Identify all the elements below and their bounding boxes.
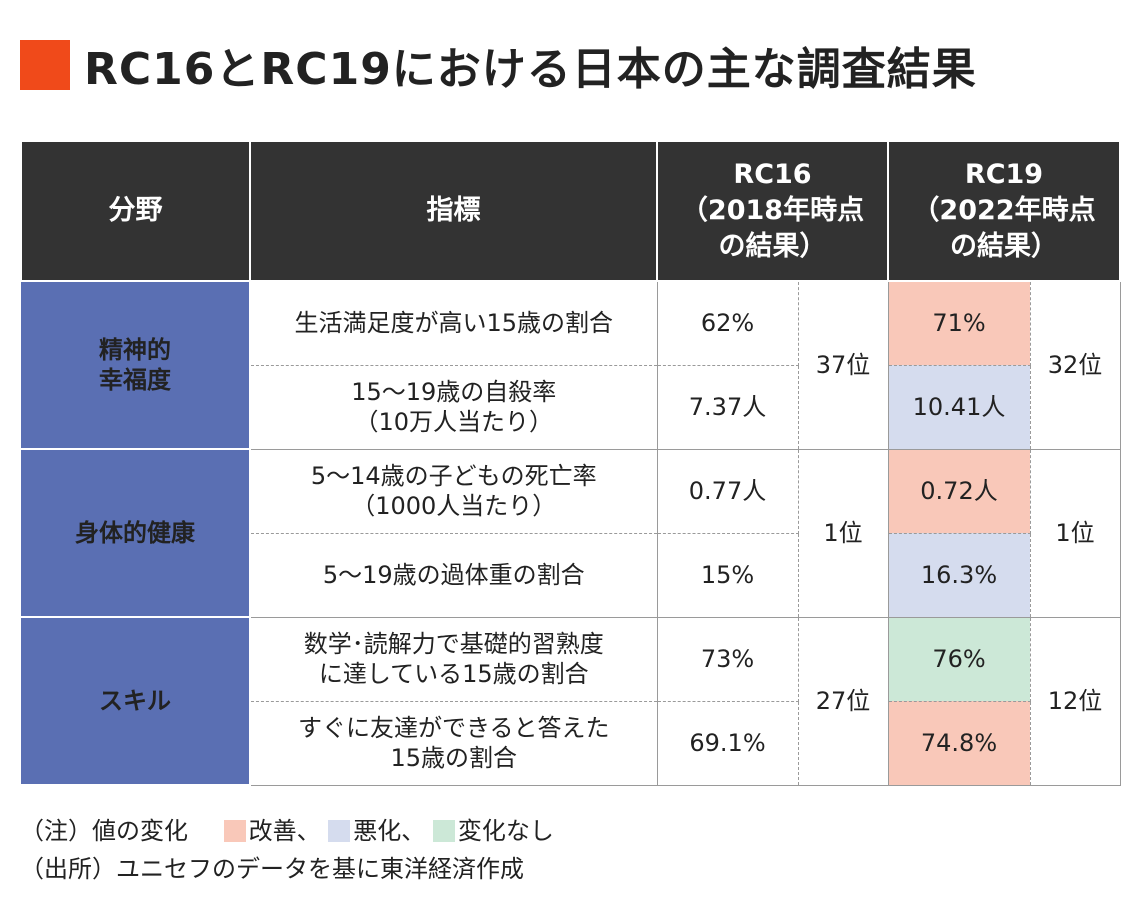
indicator-line1: 15〜19歳の自殺率 [351, 378, 557, 406]
rc16-rank: 27位 [798, 617, 889, 786]
legend-label-improve: 改善、 [248, 817, 321, 845]
rc19-value: 0.72人 [888, 449, 1031, 534]
legend-label-worse: 悪化、 [353, 817, 426, 845]
rc19-value: 10.41人 [888, 365, 1031, 450]
rc16-value: 0.77人 [657, 449, 799, 534]
rc19-value: 76% [888, 617, 1031, 702]
indicator-cell: 5〜19歳の過体重の割合 [250, 533, 658, 618]
indicator-line2: （10万人当たり） [354, 408, 554, 436]
indicator-cell: すぐに友達ができると答えた 15歳の割合 [250, 701, 658, 786]
header-rc19-line2: （2022年時点 [912, 195, 1096, 226]
indicator-cell: 5〜14歳の子どもの死亡率 （1000人当たり） [250, 449, 658, 534]
indicator-line1: 5〜19歳の過体重の割合 [322, 561, 585, 589]
legend-label-nochange: 変化なし [457, 817, 554, 845]
rc19-rank: 12位 [1030, 617, 1121, 786]
legend-swatch-nochange [432, 820, 455, 842]
rc16-value: 73% [657, 617, 799, 702]
indicator-line2: に達している15歳の割合 [318, 660, 589, 688]
page-title: RC16とRC19における日本の主な調査結果 [84, 44, 977, 95]
table-row: 5〜19歳の過体重の割合 15% 16.3% [21, 533, 1120, 618]
rc16-rank: 37位 [798, 281, 889, 450]
category-label-line1: スキル [99, 687, 171, 715]
table-row: スキル 数学･読解力で基礎的習熟度 に達している15歳の割合 73% 27位 7… [21, 617, 1121, 786]
indicator-line2: 15歳の割合 [390, 744, 518, 772]
category-label-line1: 精神的 [99, 336, 171, 364]
indicator-cell: 生活満足度が高い15歳の割合 [250, 281, 658, 366]
indicator-line1: 数学･読解力で基礎的習熟度 [303, 630, 604, 658]
table-row: すぐに友達ができると答えた 15歳の割合 69.1% 74.8% [21, 701, 1120, 786]
table-row: 15〜19歳の自殺率 （10万人当たり） 7.37人 10.41人 [21, 365, 1120, 450]
rc16-value: 62% [657, 281, 799, 366]
rc16-value: 69.1% [657, 701, 799, 786]
table-row: 精神的 幸福度 生活満足度が高い15歳の割合 62% 37位 71% 32位 [21, 281, 1121, 450]
indicator-line1: すぐに友達ができると答えた [297, 714, 610, 742]
header-rc19-line1: RC19 [964, 159, 1044, 190]
category-skills: スキル [21, 617, 251, 786]
header-rc19: RC19 （2022年時点 の結果） [887, 140, 1121, 282]
category-physical-health: 身体的健康 [21, 449, 251, 618]
rc19-value: 16.3% [888, 533, 1031, 618]
note-line1: （注）値の変化 改善、 悪化、 変化なし [20, 812, 554, 850]
header-rc16-line1: RC16 [733, 159, 812, 190]
title-accent-square [20, 40, 70, 90]
indicator-cell: 15〜19歳の自殺率 （10万人当たり） [250, 365, 658, 450]
header-rc16-line3: の結果） [718, 231, 827, 262]
legend-swatch-worse [328, 820, 351, 842]
header-rc16: RC16 （2018年時点 の結果） [656, 140, 889, 282]
header-rc16-line2: （2018年時点 [680, 195, 865, 226]
category-label-line1: 身体的健康 [75, 519, 195, 547]
note-prefix: （注）値の変化 [20, 817, 188, 845]
header-row: 分野 指標 RC16 （2018年時点 の結果） RC19 （2022年時点 の… [20, 140, 1121, 282]
table-row: 身体的健康 5〜14歳の子どもの死亡率 （1000人当たり） 0.77人 1位 … [21, 449, 1121, 618]
rc19-rank: 1位 [1030, 449, 1121, 618]
notes: （注）値の変化 改善、 悪化、 変化なし （出所）ユニセフのデータを基に東洋経済… [20, 812, 554, 888]
indicator-line1: 生活満足度が高い15歳の割合 [294, 309, 614, 338]
results-table: 分野 指標 RC16 （2018年時点 の結果） RC19 （2022年時点 の… [20, 140, 1121, 786]
indicator-line1: 5〜14歳の子どもの死亡率 [310, 462, 597, 490]
rc19-value: 74.8% [888, 701, 1031, 786]
legend-swatch-improve [223, 820, 246, 842]
category-mental-wellbeing: 精神的 幸福度 [21, 281, 251, 450]
rc19-value: 71% [888, 281, 1031, 366]
title-bar: RC16とRC19における日本の主な調査結果 [20, 30, 977, 100]
rc16-rank: 1位 [798, 449, 889, 618]
header-rc19-line3: の結果） [950, 231, 1058, 262]
header-indicator: 指標 [249, 140, 658, 282]
category-label-line2: 幸福度 [99, 366, 171, 394]
rc16-value: 7.37人 [657, 365, 799, 450]
note-source: （出所）ユニセフのデータを基に東洋経済作成 [20, 855, 524, 883]
indicator-line2: （1000人当たり） [351, 492, 557, 520]
rc19-rank: 32位 [1030, 281, 1121, 450]
header-field: 分野 [20, 140, 251, 282]
indicator-cell: 数学･読解力で基礎的習熟度 に達している15歳の割合 [250, 617, 658, 702]
rc16-value: 15% [657, 533, 799, 618]
